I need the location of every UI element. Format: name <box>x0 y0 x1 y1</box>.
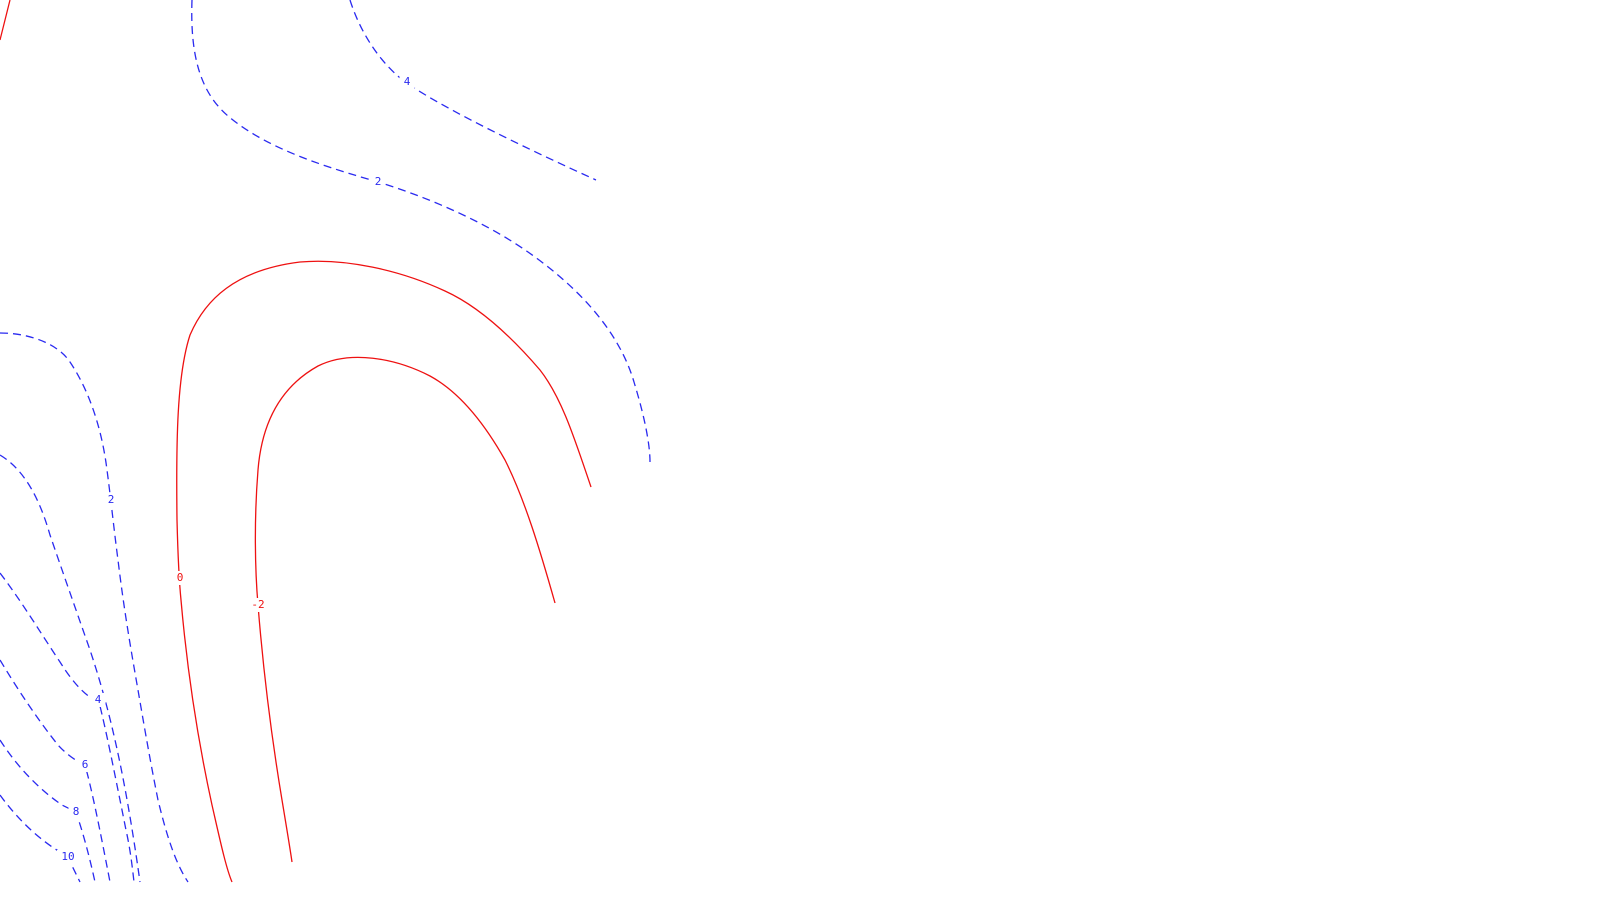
contour-2-top-line <box>191 0 651 463</box>
contour-4-left-label-bg <box>90 693 106 707</box>
contour-2-left-line <box>0 332 189 883</box>
contour-10-left-label-bg <box>57 850 79 864</box>
contour-2-top-label-bg <box>370 175 386 189</box>
contour-10-left-label: 10 <box>61 850 74 863</box>
contour-2-left-label-bg <box>103 493 119 507</box>
contour-6-left-label: 6 <box>82 758 89 771</box>
contour-0-corner-line <box>0 0 11 41</box>
contour-0-outer-label: 0 <box>177 571 184 584</box>
contour-4-top-label: 4 <box>404 75 411 88</box>
contour-4-left-label: 4 <box>95 693 102 706</box>
contour-2-left-label: 2 <box>108 493 115 506</box>
contour-4-top-label-bg <box>399 75 415 89</box>
contour-4-left-line <box>0 572 135 883</box>
contour-4-top-line <box>349 0 597 181</box>
contour-0-outer-line <box>176 260 592 883</box>
contour-6-left-label-bg <box>77 758 93 772</box>
contour-0-outer-label-bg <box>172 571 188 585</box>
contour-labels: 4 2 -2 0 2 4 6 8 10 <box>57 75 415 864</box>
contour-lines <box>0 0 651 883</box>
contour-2-left-inner-line <box>0 454 141 883</box>
contour-neg2-inner-label-bg <box>247 598 269 612</box>
contour-8-left-label-bg <box>68 805 84 819</box>
contour-2-top-label: 2 <box>375 175 382 188</box>
contour-neg2-inner-line <box>254 356 556 863</box>
contour-8-left-label: 8 <box>73 805 80 818</box>
contour-6-left-line <box>0 659 111 883</box>
contour-neg2-inner-label: -2 <box>251 598 264 611</box>
contour-10-left-line <box>0 794 81 883</box>
